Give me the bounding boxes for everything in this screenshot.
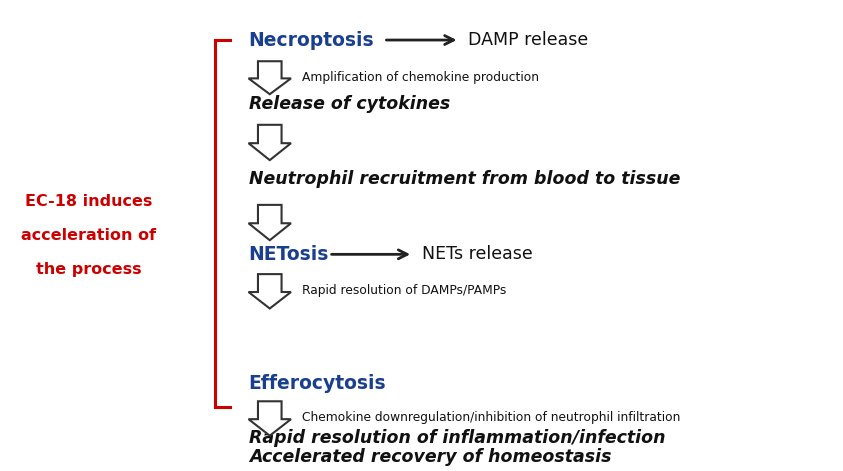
Text: DAMP release: DAMP release [468,31,588,49]
Polygon shape [249,274,291,309]
Text: Rapid resolution of inflammation/infection: Rapid resolution of inflammation/infecti… [249,429,665,447]
Text: NETs release: NETs release [422,245,532,263]
Text: Necroptosis: Necroptosis [249,31,374,49]
Polygon shape [249,125,291,160]
Text: the process: the process [35,262,142,277]
Text: Release of cytokines: Release of cytokines [249,95,450,113]
Text: Efferocytosis: Efferocytosis [249,374,386,393]
Text: Neutrophil recruitment from blood to tissue: Neutrophil recruitment from blood to tis… [249,171,680,188]
Text: Chemokine downregulation/inhibition of neutrophil infiltration: Chemokine downregulation/inhibition of n… [302,411,680,424]
Text: Rapid resolution of DAMPs/PAMPs: Rapid resolution of DAMPs/PAMPs [302,284,506,297]
Text: Accelerated recovery of homeostasis: Accelerated recovery of homeostasis [249,448,611,466]
Text: NETosis: NETosis [249,245,329,264]
Polygon shape [249,401,291,436]
Polygon shape [249,205,291,240]
Polygon shape [249,61,291,94]
Text: Amplification of chemokine production: Amplification of chemokine production [302,71,539,84]
Text: EC-18 induces: EC-18 induces [24,194,153,209]
Text: acceleration of: acceleration of [21,228,156,243]
